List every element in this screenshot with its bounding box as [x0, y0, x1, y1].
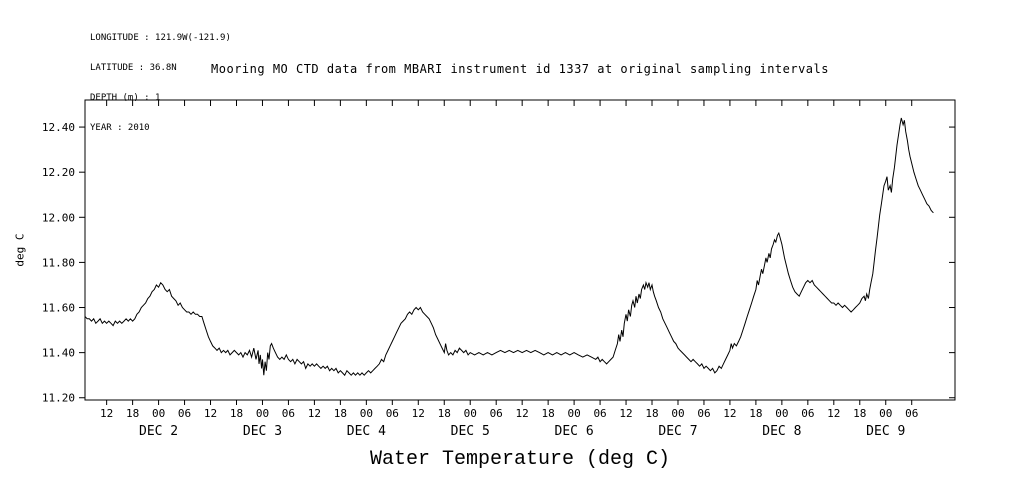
x-date-label: DEC 5: [451, 424, 490, 439]
x-hour-tick-label: 12: [516, 407, 529, 420]
x-date-label: DEC 7: [658, 424, 697, 439]
x-hour-tick-label: 12: [100, 407, 113, 420]
x-hour-tick-label: 00: [256, 407, 269, 420]
x-hour-tick-label: 06: [282, 407, 295, 420]
year-text: YEAR : 2010: [90, 123, 150, 133]
x-hour-tick-label: 12: [412, 407, 425, 420]
x-hour-tick-label: 12: [308, 407, 321, 420]
x-hour-tick-label: 06: [697, 407, 710, 420]
x-hour-tick-label: 18: [645, 407, 658, 420]
x-hour-tick-label: 06: [593, 407, 606, 420]
y-tick-label: 12.00: [42, 211, 75, 224]
x-hour-tick-label: 18: [542, 407, 555, 420]
plot-caption: Water Temperature (deg C): [369, 448, 671, 471]
metadata-block: LONGITUDE : 121.9W(-121.9) LATITUDE : 36…: [90, 13, 231, 153]
x-date-label: DEC 6: [555, 424, 594, 439]
x-hour-tick-label: 12: [827, 407, 840, 420]
y-tick-label: 11.80: [42, 256, 75, 269]
y-tick-label: 12.40: [42, 121, 75, 134]
x-hour-tick-label: 00: [671, 407, 684, 420]
x-date-label: DEC 9: [866, 424, 905, 439]
y-tick-label: 12.20: [42, 166, 75, 179]
x-hour-tick-label: 00: [152, 407, 165, 420]
x-hour-tick-label: 00: [464, 407, 477, 420]
plot-title: Mooring MO CTD data from MBARI instrumen…: [211, 62, 829, 76]
y-tick-label: 11.20: [42, 392, 75, 405]
x-hour-tick-label: 18: [853, 407, 866, 420]
x-hour-tick-label: 18: [230, 407, 243, 420]
y-tick-label: 11.40: [42, 347, 75, 360]
x-date-label: DEC 2: [139, 424, 178, 439]
x-hour-tick-label: 18: [334, 407, 347, 420]
x-hour-tick-label: 06: [178, 407, 191, 420]
latitude-text: LATITUDE : 36.8N: [90, 63, 177, 73]
plot-border: [84, 99, 956, 401]
temperature-line: [84, 117, 934, 377]
x-hour-tick-label: 18: [126, 407, 139, 420]
depth-text: DEPTH (m) : 1: [90, 93, 161, 103]
x-hour-tick-label: 06: [905, 407, 918, 420]
x-date-label: DEC 4: [347, 424, 386, 439]
x-hour-tick-label: 06: [386, 407, 399, 420]
x-hour-tick-label: 06: [801, 407, 814, 420]
x-hour-tick-label: 12: [204, 407, 217, 420]
x-hour-tick-label: 18: [438, 407, 451, 420]
x-hour-tick-label: 18: [749, 407, 762, 420]
x-hour-tick-label: 12: [723, 407, 736, 420]
x-hour-tick-label: 06: [490, 407, 503, 420]
x-date-label: DEC 3: [243, 424, 282, 439]
longitude-text: LONGITUDE : 121.9W(-121.9): [90, 33, 231, 43]
x-date-label: DEC 8: [762, 424, 801, 439]
x-hour-tick-label: 00: [567, 407, 580, 420]
x-hour-tick-label: 00: [775, 407, 788, 420]
x-hour-tick-label: 12: [619, 407, 632, 420]
x-hour-tick-label: 00: [879, 407, 892, 420]
y-tick-label: 11.60: [42, 302, 75, 315]
x-hour-tick-label: 00: [360, 407, 373, 420]
